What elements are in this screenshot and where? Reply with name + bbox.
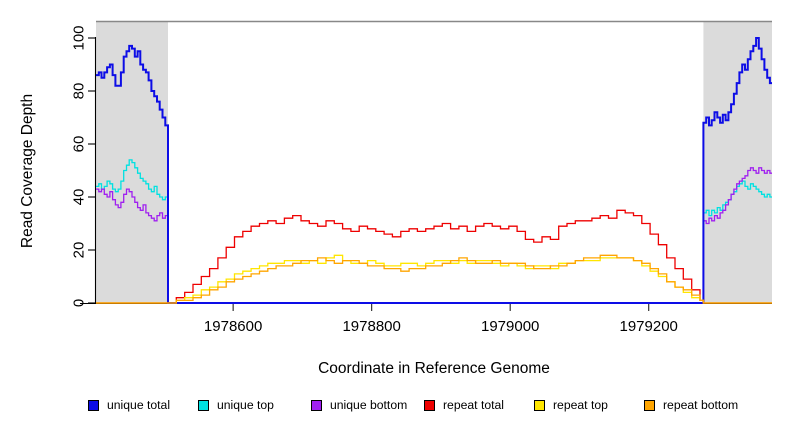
x-tick-label: 1979000	[481, 318, 539, 335]
legend: unique total unique top unique bottom repea…	[0, 398, 792, 418]
x-tick-label: 1978600	[204, 318, 262, 335]
legend-label: repeat top	[553, 398, 608, 412]
x-tick-label: 1979200	[620, 318, 678, 335]
legend-swatch	[534, 399, 545, 411]
legend-label: unique top	[217, 398, 274, 412]
legend-label: unique bottom	[330, 398, 408, 412]
y-tick-label: 80	[70, 83, 87, 100]
legend-label: unique total	[107, 398, 171, 412]
x-axis-label-wrap: Coordinate in Reference Genome	[0, 360, 792, 378]
legend-item-repeat-bottom: repeat bottom	[644, 398, 738, 412]
series-repeat-top-line	[96, 254, 772, 304]
series-unique-bottom-line	[96, 167, 772, 304]
shaded-region-right-unique-flank	[703, 22, 772, 303]
legend-item-repeat-top: repeat top	[534, 398, 608, 412]
legend-swatch	[644, 399, 655, 411]
legend-swatch	[198, 399, 209, 411]
y-tick-label: 60	[70, 136, 87, 153]
x-tick-label: 1978800	[342, 318, 400, 335]
legend-swatch	[311, 399, 322, 411]
legend-item-unique-total: unique total	[88, 398, 170, 412]
legend-item-repeat-total: repeat total	[424, 398, 504, 412]
legend-item-unique-top: unique top	[198, 398, 274, 412]
legend-label: repeat bottom	[663, 398, 739, 412]
y-tick-label: 100	[70, 25, 87, 50]
y-tick-label: 20	[70, 242, 87, 259]
x-axis-label: Coordinate in Reference Genome	[318, 360, 550, 377]
series-repeat-bottom-line	[96, 254, 772, 304]
y-axis-label: Read Coverage Depth	[19, 93, 36, 249]
legend-swatch	[88, 399, 99, 411]
y-tick-label: 0	[70, 299, 87, 307]
legend-item-unique-bottom: unique bottom	[311, 398, 407, 412]
legend-swatch	[424, 399, 435, 411]
legend-label: repeat total	[443, 398, 504, 412]
series-repeat-total-line	[96, 209, 772, 304]
y-tick-label: 40	[70, 189, 87, 206]
